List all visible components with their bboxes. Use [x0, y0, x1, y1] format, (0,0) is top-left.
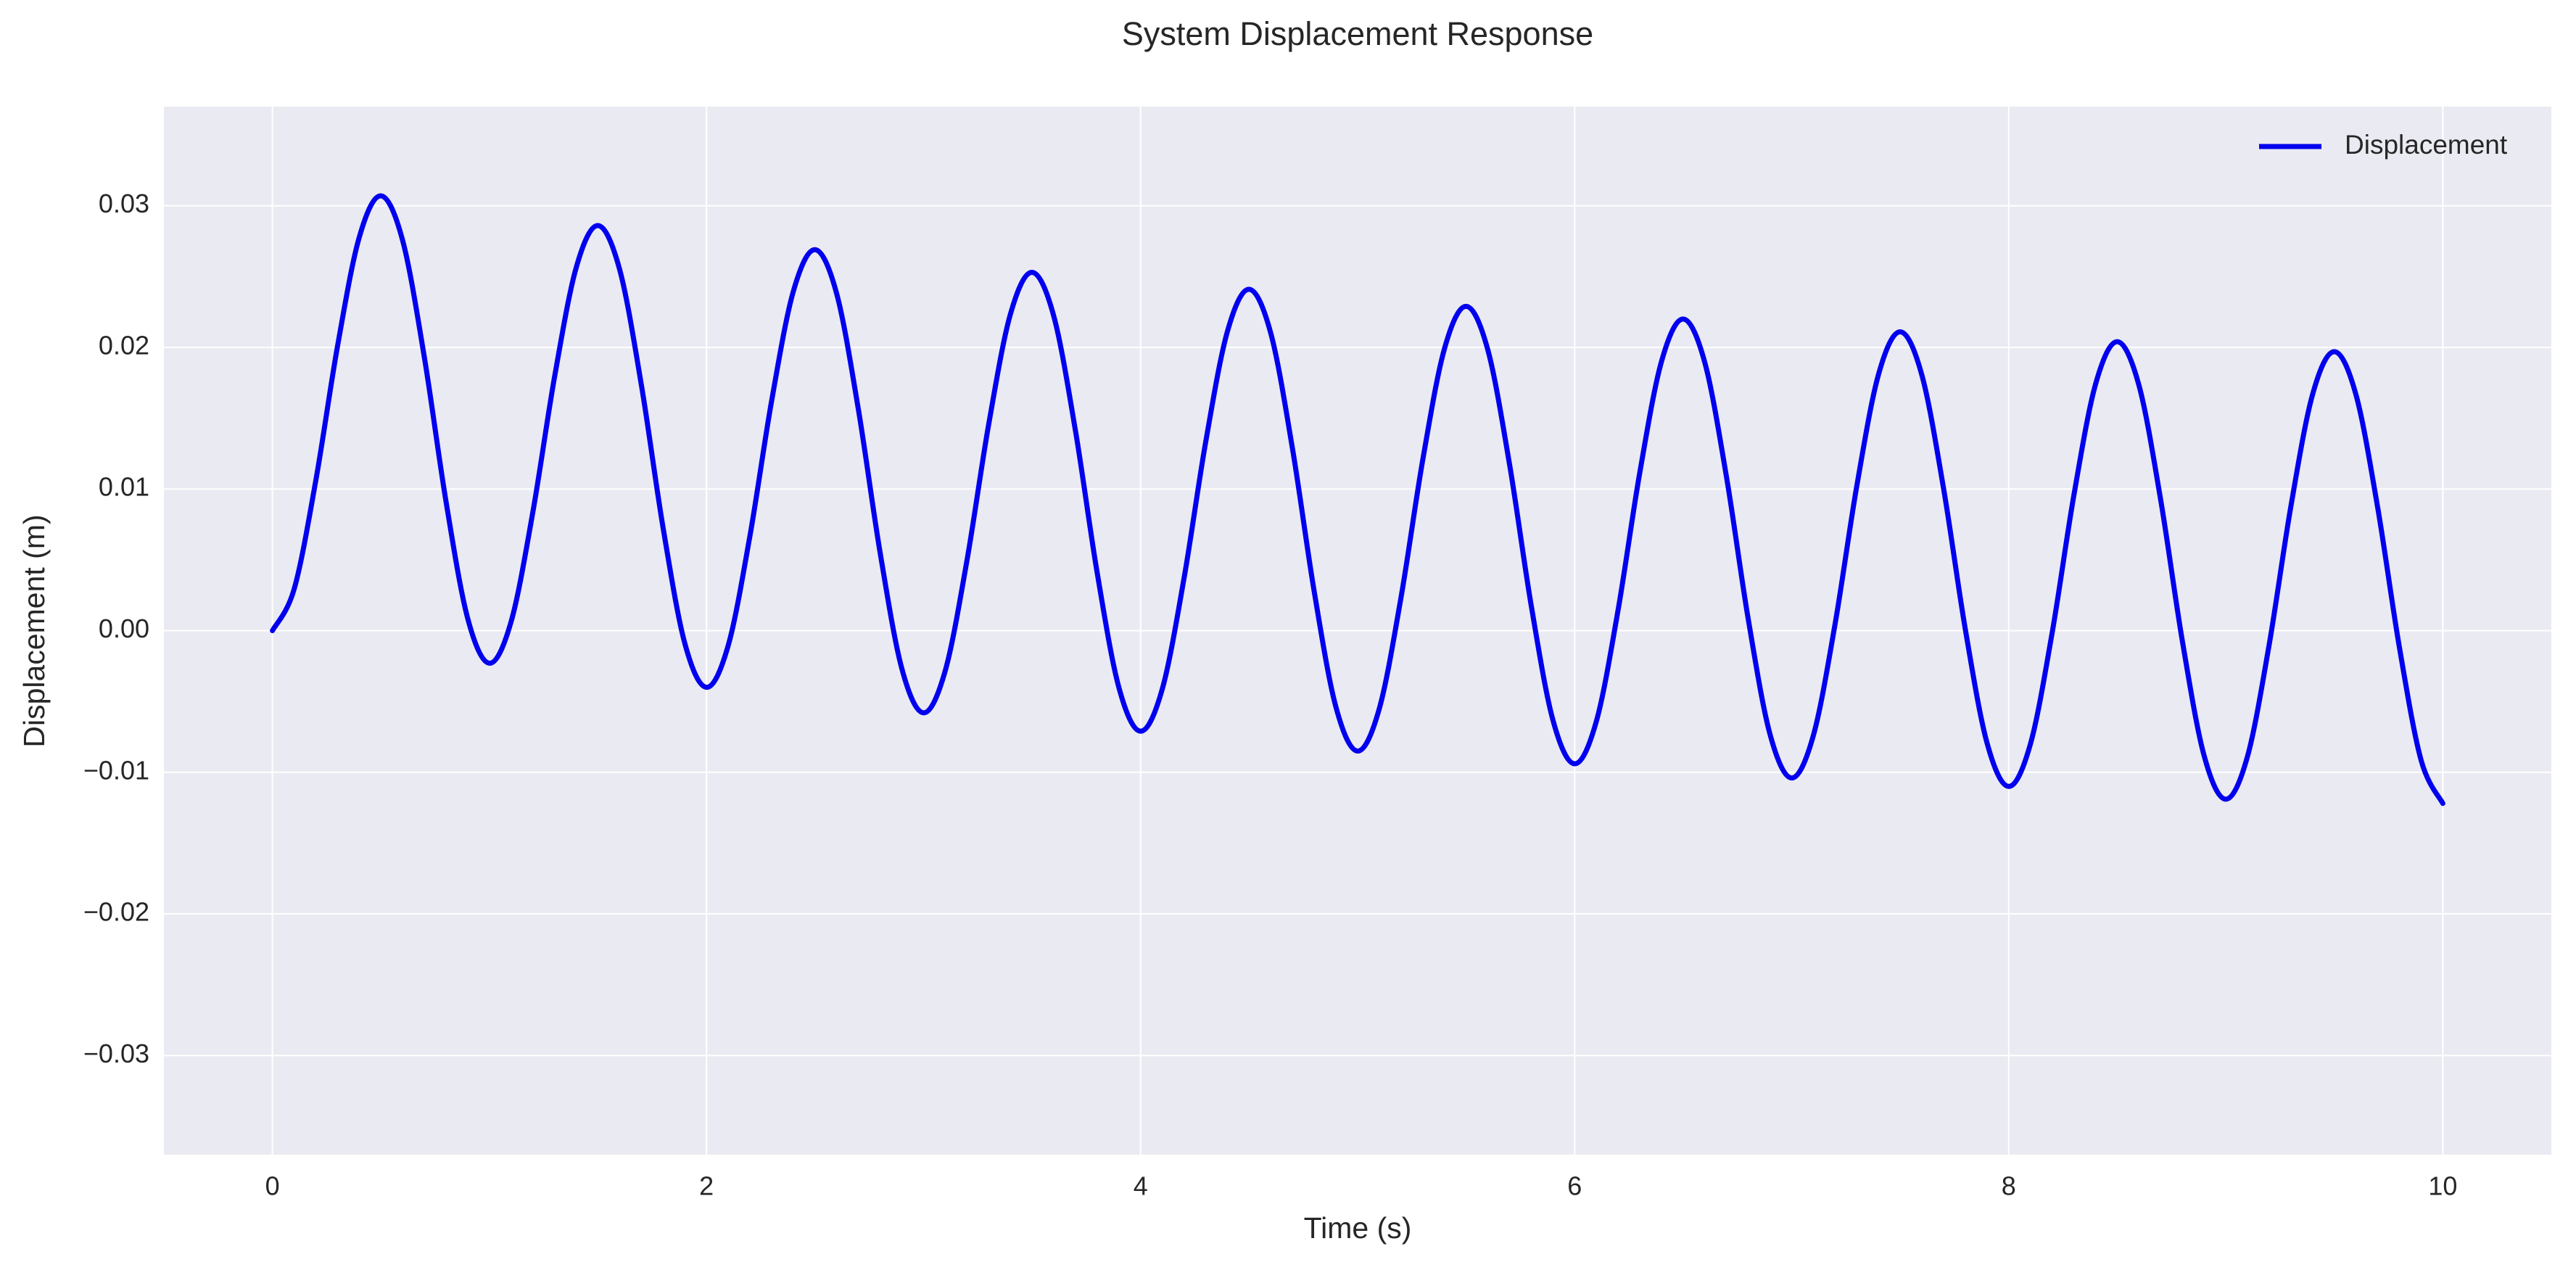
x-tick-label: 8	[2002, 1171, 2016, 1201]
data-line	[270, 193, 2445, 807]
chart-title: System Displacement Response	[1122, 15, 1593, 52]
x-tick-label: 2	[699, 1171, 714, 1201]
x-tick-label: 0	[265, 1171, 280, 1201]
x-axis-label: Time (s)	[1304, 1211, 1412, 1245]
y-tick-label: −0.03	[83, 1039, 149, 1068]
x-tick-label: 10	[2428, 1171, 2457, 1201]
y-tick-label: 0.02	[99, 330, 149, 360]
y-tick-label: −0.02	[83, 897, 149, 927]
legend-label: Displacement	[2345, 130, 2508, 160]
x-tick-label: 4	[1134, 1171, 1148, 1201]
x-tick-label: 6	[1567, 1171, 1582, 1201]
y-tick-label: −0.01	[83, 755, 149, 785]
y-tick-label: 0.00	[99, 614, 149, 643]
y-tick-label: 0.03	[99, 189, 149, 218]
y-axis-label: Displacement (m)	[17, 514, 51, 747]
y-tick-label: 0.01	[99, 472, 149, 502]
